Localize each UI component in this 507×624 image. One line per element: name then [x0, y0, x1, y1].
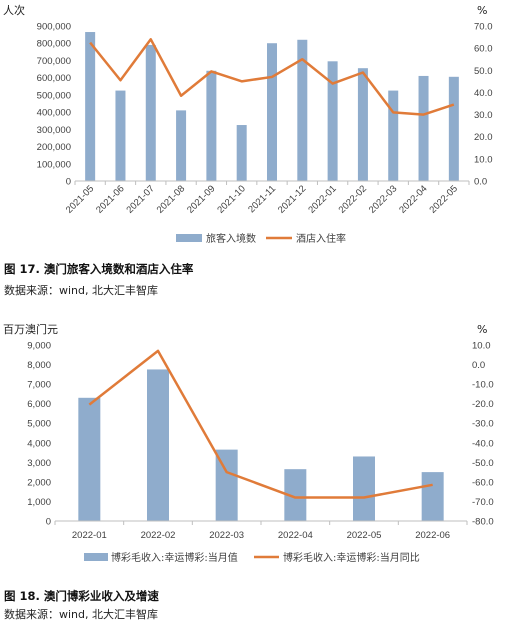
bar	[448, 76, 459, 181]
legend-line-label: 酒店入住率	[296, 232, 346, 245]
legend-line-label: 博彩毛收入:幸运博彩:当月同比	[283, 551, 420, 564]
left-tick-label: 7,000	[27, 380, 51, 391]
x-tick-label: 2022-05	[347, 530, 382, 541]
right-tick-label: -50.0	[472, 458, 494, 469]
left-tick-label: 5,000	[27, 419, 51, 430]
left-tick-label: 600,000	[37, 73, 71, 84]
left-tick-label: 1,000	[27, 497, 51, 508]
right-tick-label: -10.0	[472, 380, 494, 391]
x-tick-label: 2021-11	[246, 183, 278, 215]
right-tick-label: 50.0	[474, 66, 493, 77]
left-tick-label: 9,000	[27, 341, 51, 352]
bar	[421, 472, 444, 521]
legend: 旅客入境数 酒店入住率	[176, 232, 346, 245]
x-tick-label: 2021-05	[64, 183, 96, 215]
x-tick-label: 2021-10	[215, 183, 247, 215]
x-tick-label: 2022-03	[367, 183, 399, 215]
right-tick-label: -40.0	[472, 438, 494, 449]
x-tick-label: 2021-06	[94, 183, 126, 215]
right-tick-label: 40.0	[474, 88, 493, 99]
left-tick-label: 0	[46, 517, 51, 528]
bar	[236, 125, 247, 181]
chart-gaming-revenue-growth: 百万澳门元 % 0 1,000 2,000 3,000 4,000 5,000 6,000 7…	[3, 322, 494, 564]
left-tick-label: 700,000	[37, 56, 71, 67]
right-axis-unit: %	[477, 4, 487, 17]
line-series	[89, 38, 455, 116]
x-tick-label: 2022-02	[337, 183, 369, 215]
bar	[357, 68, 368, 181]
right-tick-label: 20.0	[474, 132, 493, 143]
left-tick-label: 4,000	[27, 438, 51, 449]
left-tick-label: 3,000	[27, 458, 51, 469]
bar	[85, 32, 96, 182]
left-tick-label: 2,000	[27, 477, 51, 488]
plot-area: 0 1,000 2,000 3,000 4,000 5,000 6,000 7,000 8,00…	[27, 341, 493, 542]
bar	[353, 456, 375, 521]
left-tick-label: 8,000	[27, 360, 51, 371]
left-axis-unit: 百万澳门元	[3, 322, 58, 336]
bar	[215, 449, 238, 521]
bar	[145, 44, 156, 181]
left-tick-label: 800,000	[37, 39, 71, 50]
chart-tourist-arrivals-hotel-occupancy: 人次 % 0 100,000 200,000 300,000 400,000 500,00…	[3, 3, 493, 245]
right-tick-label: -60.0	[472, 477, 494, 488]
bar	[297, 39, 308, 182]
x-tick-label: 2021-12	[276, 183, 308, 215]
right-tick-label: 0.0	[474, 177, 487, 188]
right-tick-label: 10.0	[472, 341, 491, 352]
figure-17-source: 数据来源：wind, 北大汇丰智库	[4, 284, 158, 297]
left-axis-unit: 人次	[3, 3, 25, 17]
bar	[115, 90, 126, 181]
legend-bar-label: 旅客入境数	[206, 232, 256, 245]
right-tick-label: -80.0	[472, 517, 494, 528]
left-tick-label: 500,000	[37, 90, 71, 101]
x-tick-label: 2021-07	[124, 183, 156, 215]
bar	[206, 70, 217, 181]
right-axis-unit: %	[477, 323, 487, 336]
left-tick-label: 100,000	[37, 159, 71, 170]
legend-bar-swatch	[84, 553, 108, 561]
bar	[78, 397, 101, 521]
figure-18-title: 图 18. 澳门博彩业收入及增速	[4, 589, 159, 603]
x-tick-label: 2022-05	[428, 183, 460, 215]
right-tick-label: -20.0	[472, 399, 494, 410]
x-tick-label: 2021-09	[185, 183, 217, 215]
x-tick-label: 2022-04	[278, 530, 313, 541]
plot-area: 0 100,000 200,000 300,000 400,000 500,000 600,…	[37, 22, 493, 216]
bar	[147, 369, 169, 521]
legend: 博彩毛收入:幸运博彩:当月值 博彩毛收入:幸运博彩:当月同比	[84, 551, 420, 564]
right-tick-label: -70.0	[472, 497, 494, 508]
right-tick-label: 60.0	[474, 44, 493, 55]
bar	[418, 75, 429, 181]
left-tick-label: 0	[66, 177, 71, 188]
x-tick-label: 2022-03	[209, 530, 244, 541]
bar	[176, 110, 187, 181]
right-tick-label: 0.0	[472, 360, 485, 371]
left-tick-label: 900,000	[37, 22, 71, 33]
right-tick-label: -30.0	[472, 419, 494, 430]
x-tick-label: 2022-06	[415, 530, 450, 541]
right-tick-label: 30.0	[474, 110, 493, 121]
figure-17-title: 图 17. 澳门旅客入境数和酒店入住率	[4, 262, 194, 276]
left-tick-label: 300,000	[37, 125, 71, 136]
left-tick-label: 200,000	[37, 142, 71, 153]
x-tick-label: 2022-04	[397, 183, 429, 215]
line-series	[88, 349, 433, 499]
x-tick-label: 2022-01	[306, 183, 338, 215]
legend-bar-label: 博彩毛收入:幸运博彩:当月值	[111, 551, 238, 564]
bar	[388, 90, 399, 181]
x-tick-label: 2021-08	[155, 183, 187, 215]
x-tick-label: 2022-01	[72, 530, 107, 541]
bar	[267, 43, 277, 181]
figure-18-source: 数据来源：wind, 北大汇丰智库	[4, 608, 158, 621]
legend-bar-swatch	[176, 234, 202, 242]
x-tick-label: 2022-02	[141, 530, 176, 541]
bar	[327, 61, 338, 181]
left-tick-label: 6,000	[27, 399, 51, 410]
left-tick-label: 400,000	[37, 108, 71, 119]
bar	[284, 469, 307, 521]
right-tick-label: 70.0	[474, 22, 493, 33]
right-tick-label: 10.0	[474, 154, 493, 165]
